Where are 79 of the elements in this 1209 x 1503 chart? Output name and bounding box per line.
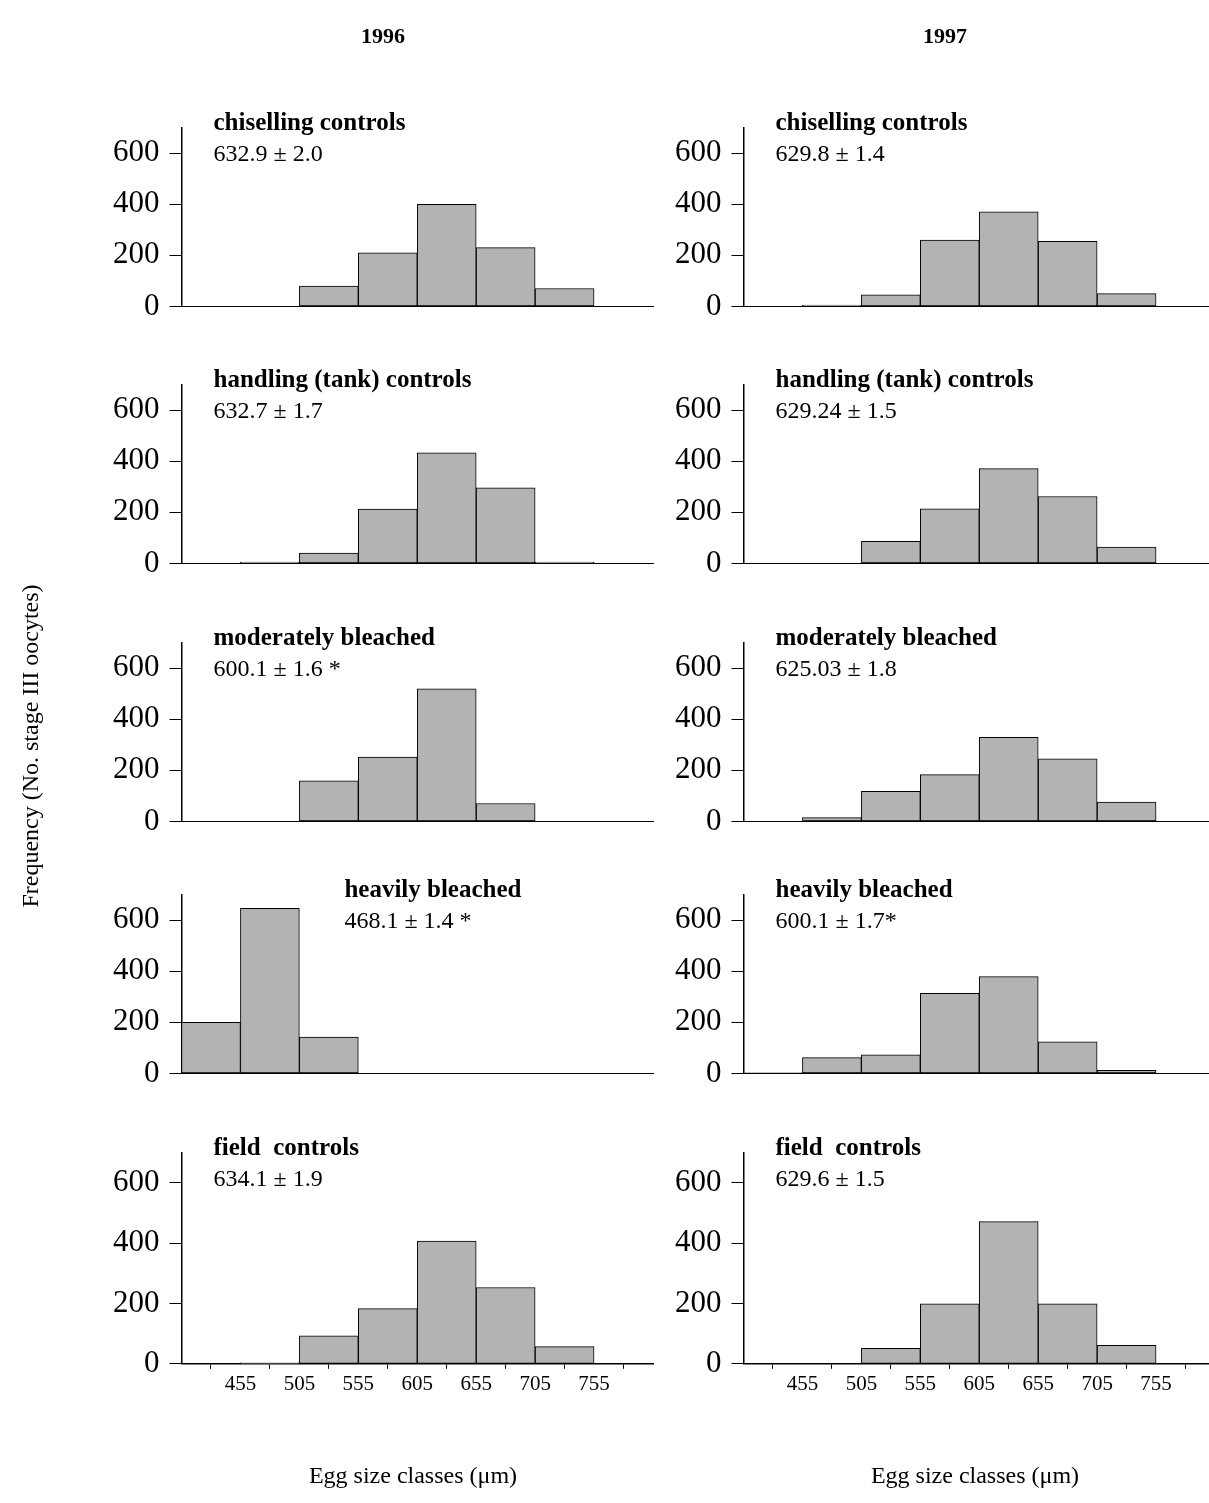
x-tick-label: 555 xyxy=(904,1370,937,1395)
x-tick-label: 605 xyxy=(963,1370,995,1395)
y-tick-label: 600 xyxy=(113,390,160,426)
y-tick-label: 0 xyxy=(706,1343,722,1379)
y-tick-label: 200 xyxy=(675,750,722,786)
y-tick-label: 400 xyxy=(113,699,160,735)
text: 625.03 ± 1.8 xyxy=(775,654,897,681)
text: 634.1 ± 1.9 xyxy=(213,1164,323,1191)
y-tick-label: 200 xyxy=(113,1283,160,1319)
y-tick-label: 600 xyxy=(675,390,722,426)
y-tick-label: 200 xyxy=(113,750,160,786)
x-tick-label: 555 xyxy=(342,1370,375,1395)
y-tick-label: 600 xyxy=(675,1162,722,1198)
y-tick-label: 600 xyxy=(675,133,722,169)
chart-title: handling (tank) controls xyxy=(775,364,1034,393)
chart-title: chiselling controls xyxy=(213,107,406,135)
y-tick-label: 600 xyxy=(675,648,722,684)
x-tick-label: 755 xyxy=(578,1370,610,1395)
y-tick-label: 200 xyxy=(675,1283,722,1319)
y-tick-label: 600 xyxy=(113,648,160,684)
text: 629.24 ± 1.5 xyxy=(775,396,897,423)
x-tick-label: 455 xyxy=(786,1370,819,1395)
y-tick-label: 200 xyxy=(675,235,722,271)
x-axis-title: Egg size classes (μm) xyxy=(869,1462,1081,1489)
text: 632.9 ± 2.0 xyxy=(213,139,323,166)
x-tick-label: 755 xyxy=(1140,1370,1172,1395)
y-tick-label: 0 xyxy=(144,1053,160,1089)
text: 629.8 ± 1.4 xyxy=(775,139,885,166)
x-tick-label: 505 xyxy=(283,1370,316,1395)
text: 468.1 ± 1.4 * xyxy=(344,906,472,933)
x-tick-label: 455 xyxy=(224,1370,257,1395)
y-tick-label: 400 xyxy=(113,441,160,477)
y-tick-label: 400 xyxy=(113,1223,160,1259)
y-tick-label: 600 xyxy=(113,900,160,936)
x-tick-label: 505 xyxy=(845,1370,878,1395)
y-tick-label: 200 xyxy=(675,492,722,528)
text: 632.7 ± 1.7 xyxy=(213,396,323,423)
x-axis-title: Egg size classes (μm) xyxy=(307,1462,519,1489)
text: 1996 xyxy=(360,23,406,49)
y-tick-label: 400 xyxy=(675,951,722,987)
x-tick-label: 605 xyxy=(401,1370,433,1395)
y-axis-title: Frequency (No. stage III oocytes) xyxy=(16,584,44,908)
y-tick-label: 0 xyxy=(706,1053,722,1089)
y-tick-label: 0 xyxy=(144,1343,160,1379)
x-tick-label: 705 xyxy=(1081,1370,1113,1395)
y-tick-label: 0 xyxy=(144,286,160,322)
chart-title: heavily bleached xyxy=(775,874,953,902)
y-tick-label: 400 xyxy=(675,699,722,735)
x-tick-label: 655 xyxy=(1022,1370,1054,1395)
chart-title: field controls xyxy=(213,1132,360,1160)
y-tick-label: 400 xyxy=(675,1223,722,1259)
text: 600.1 ± 1.7* xyxy=(775,906,897,933)
y-tick-label: 200 xyxy=(113,235,160,271)
y-tick-label: 400 xyxy=(113,184,160,220)
y-tick-label: 600 xyxy=(113,1162,160,1198)
y-tick-label: 0 xyxy=(706,801,722,837)
y-tick-label: 200 xyxy=(113,492,160,528)
chart-title: moderately bleached xyxy=(775,622,998,650)
y-tick-label: 0 xyxy=(144,801,160,837)
chart-title: chiselling controls xyxy=(775,107,968,135)
y-tick-label: 200 xyxy=(113,1002,160,1038)
text: 600.1 ± 1.6 * xyxy=(213,654,341,681)
y-tick-label: 200 xyxy=(675,1002,722,1038)
y-tick-label: 400 xyxy=(675,441,722,477)
chart-title: heavily bleached xyxy=(344,874,522,902)
x-tick-label: 705 xyxy=(519,1370,551,1395)
chart-title: moderately bleached xyxy=(213,622,436,650)
chart-title: handling (tank) controls xyxy=(213,364,472,393)
y-tick-label: 400 xyxy=(675,184,722,220)
text: 629.6 ± 1.5 xyxy=(775,1164,885,1191)
y-tick-label: 600 xyxy=(113,133,160,169)
y-tick-label: 0 xyxy=(706,543,722,579)
x-tick-label: 655 xyxy=(460,1370,492,1395)
text: 1997 xyxy=(922,23,968,49)
y-tick-label: 0 xyxy=(706,286,722,322)
chart-title: field controls xyxy=(775,1132,922,1160)
y-tick-label: 400 xyxy=(113,951,160,987)
y-tick-label: 0 xyxy=(144,543,160,579)
y-tick-label: 600 xyxy=(675,900,722,936)
